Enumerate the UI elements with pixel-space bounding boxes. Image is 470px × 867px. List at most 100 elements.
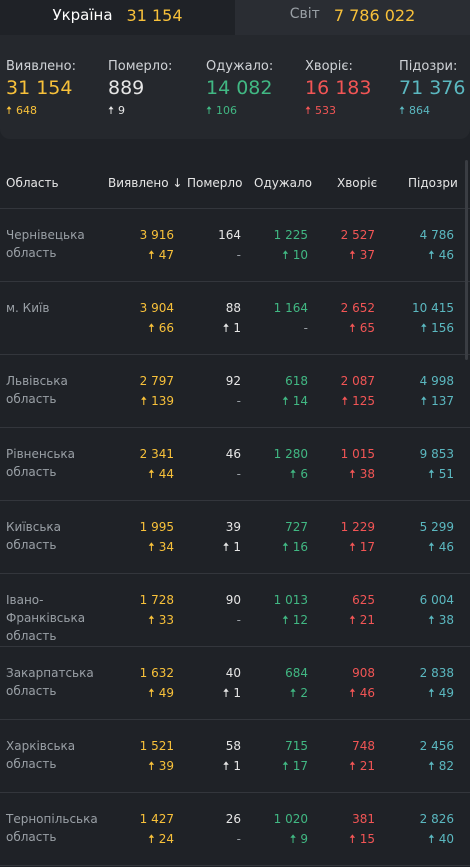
detected-delta-value: 34 bbox=[158, 540, 174, 554]
region-name: Чернівецька область bbox=[6, 228, 85, 260]
summary-detected-title: Виявлено: bbox=[6, 59, 76, 74]
header-recovered[interactable]: Одужало bbox=[254, 176, 313, 190]
sick-delta: 🠅 21 bbox=[349, 611, 375, 629]
sick-cell: 625 🠅 21 bbox=[349, 591, 375, 629]
suspected-delta: 🠅 137 bbox=[420, 392, 454, 410]
recovered-cell: 1 013 🠅 12 bbox=[274, 591, 308, 629]
table-row[interactable]: Київська область 1 995 🠅 34 39 🠅 1 727 🠅 16 1 229 🠅… bbox=[0, 501, 470, 574]
recovered-value: 1 225 bbox=[273, 228, 308, 242]
detected-delta-value: 39 bbox=[158, 759, 174, 773]
suspected-value: 5 299 bbox=[419, 520, 454, 534]
died-delta-value: 1 bbox=[233, 540, 241, 554]
header-died[interactable]: Померло bbox=[187, 176, 243, 190]
suspected-delta: 🠅 82 bbox=[420, 757, 454, 775]
detected-delta-value: 66 bbox=[158, 321, 174, 335]
detected-delta-value: 139 bbox=[151, 394, 174, 408]
died-value: 40 bbox=[225, 666, 241, 680]
detected-cell: 3 916 🠅 47 bbox=[140, 226, 174, 264]
arrow-up-icon: 🠅 bbox=[206, 104, 213, 117]
suspected-delta-value: 46 bbox=[438, 248, 454, 262]
table-row[interactable]: Тернопільська область 1 427 🠅 24 26-1 020 🠅 9 3… bbox=[0, 793, 470, 866]
arrow-up-icon: 🠅 bbox=[148, 248, 155, 262]
sick-delta-value: 46 bbox=[359, 686, 375, 700]
header-suspected[interactable]: Підозри bbox=[408, 176, 458, 190]
table-row[interactable]: Рівненська область 2 341 🠅 44 46-1 280 🠅 6 1 01… bbox=[0, 428, 470, 501]
summary-suspected: Підозри: 71 376 🠅 864 bbox=[399, 59, 465, 121]
region-name: Рівненська область bbox=[6, 447, 75, 479]
recovered-cell: 715 🠅 17 bbox=[282, 737, 308, 775]
detected-delta: 🠅 49 bbox=[140, 684, 174, 702]
arrow-up-icon: 🠅 bbox=[349, 248, 356, 262]
suspected-cell: 6 004 🠅 38 bbox=[420, 591, 454, 629]
recovered-delta: - bbox=[274, 319, 308, 337]
summary-recovered: Одужало: 14 082 🠅 106 bbox=[206, 59, 273, 121]
arrow-up-icon: 🠅 bbox=[282, 540, 289, 554]
detected-delta-value: 33 bbox=[158, 613, 174, 627]
died-delta-value: 1 bbox=[233, 759, 241, 773]
arrow-up-icon: 🠅 bbox=[349, 540, 356, 554]
table-row[interactable]: Івано-Франківська область 1 728 🠅 33 90-1 01… bbox=[0, 574, 470, 647]
suspected-value: 6 004 bbox=[419, 593, 454, 607]
detected-delta: 🠅 139 bbox=[140, 392, 174, 410]
summary-suspected-delta-wrap: 🠅 864 bbox=[399, 102, 465, 121]
detected-delta: 🠅 47 bbox=[140, 246, 174, 264]
region-name: м. Київ bbox=[6, 301, 50, 315]
sick-cell: 908 🠅 46 bbox=[349, 664, 375, 702]
sick-value: 1 229 bbox=[340, 520, 375, 534]
detected-cell: 1 995 🠅 34 bbox=[140, 518, 174, 556]
suspected-delta: 🠅 156 bbox=[412, 319, 454, 337]
sick-delta: 🠅 17 bbox=[341, 538, 375, 556]
region-name: Київська область bbox=[6, 520, 61, 552]
recovered-delta-value: 14 bbox=[292, 394, 308, 408]
tab-ukraine[interactable]: Україна 31 154 bbox=[0, 0, 235, 35]
died-cell: 39 🠅 1 bbox=[223, 518, 241, 556]
recovered-value: 1 164 bbox=[273, 301, 308, 315]
arrow-up-icon: 🠅 bbox=[305, 104, 312, 117]
suspected-delta: 🠅 49 bbox=[420, 684, 454, 702]
tab-world[interactable]: Світ 7 786 022 bbox=[235, 0, 470, 35]
sick-delta: 🠅 21 bbox=[349, 757, 375, 775]
header-detected[interactable]: Виявлено ↓ bbox=[108, 176, 182, 190]
table-row[interactable]: Львівська область 2 797 🠅 139 92-618 🠅 14 2 087… bbox=[0, 355, 470, 428]
table-row[interactable]: Харківська область 1 521 🠅 39 58 🠅 1 715 🠅 17 748 🠅… bbox=[0, 720, 470, 793]
summary-detected-value: 31 154 bbox=[6, 77, 73, 99]
table-row[interactable]: м. Київ 3 904 🠅 66 88 🠅 1 1 164-2 652 🠅 65 10 415 🠅… bbox=[0, 282, 470, 355]
arrow-up-icon: 🠅 bbox=[222, 540, 230, 554]
header-sick[interactable]: Хворіє bbox=[337, 176, 378, 190]
detected-value: 2 341 bbox=[139, 447, 174, 461]
died-delta-value: 1 bbox=[233, 686, 241, 700]
arrow-up-icon: 🠅 bbox=[148, 540, 155, 554]
detected-value: 3 904 bbox=[139, 301, 174, 315]
summary-recovered-delta-wrap: 🠅 106 bbox=[206, 102, 273, 121]
recovered-delta-value: 12 bbox=[292, 613, 308, 627]
arrow-up-icon: 🠅 bbox=[222, 686, 230, 700]
table-row[interactable]: Закарпатська область 1 632 🠅 49 40 🠅 1 684 🠅 2 908… bbox=[0, 647, 470, 720]
arrow-up-icon: 🠅 bbox=[108, 104, 115, 117]
recovered-delta-value: 2 bbox=[300, 686, 308, 700]
detected-delta: 🠅 34 bbox=[140, 538, 174, 556]
table-row[interactable]: Чернівецька область 3 916 🠅 47 164-1 225 🠅 10 2… bbox=[0, 209, 470, 282]
detected-delta-value: 44 bbox=[158, 467, 174, 481]
tab-world-label: Світ bbox=[289, 6, 320, 22]
died-value: 26 bbox=[225, 812, 241, 826]
died-cell: 92 - bbox=[226, 372, 241, 410]
header-region[interactable]: Область bbox=[6, 176, 59, 190]
suspected-value: 2 826 bbox=[419, 812, 454, 826]
arrow-up-icon: 🠅 bbox=[282, 759, 289, 773]
sick-value: 625 bbox=[352, 593, 375, 607]
summary-recovered-title: Одужало: bbox=[206, 59, 274, 74]
arrow-up-icon: 🠅 bbox=[148, 832, 155, 846]
scrollbar[interactable] bbox=[465, 160, 468, 360]
detected-cell: 1 728 🠅 33 bbox=[140, 591, 174, 629]
recovered-value: 727 bbox=[285, 520, 308, 534]
arrow-up-icon: 🠅 bbox=[428, 613, 435, 627]
died-delta: 🠅 1 bbox=[223, 684, 241, 702]
detected-value: 1 521 bbox=[139, 739, 174, 753]
arrow-up-icon: 🠅 bbox=[428, 467, 435, 481]
sick-delta-value: 15 bbox=[359, 832, 375, 846]
sick-value: 2 652 bbox=[340, 301, 375, 315]
recovered-delta-value: 17 bbox=[292, 759, 308, 773]
arrow-up-icon: 🠅 bbox=[428, 248, 435, 262]
detected-delta: 🠅 24 bbox=[140, 830, 174, 848]
suspected-cell: 10 415 🠅 156 bbox=[412, 299, 454, 337]
